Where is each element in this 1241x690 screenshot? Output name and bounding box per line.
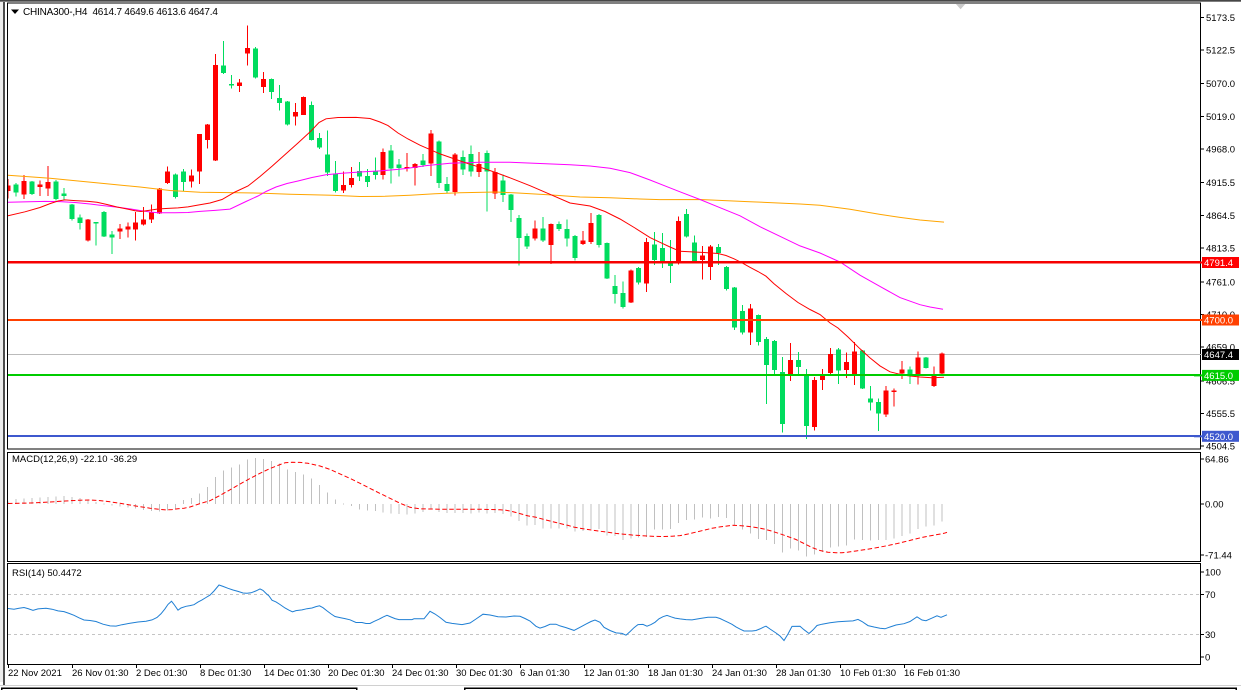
svg-text:4761.0: 4761.0	[1206, 277, 1235, 288]
svg-text:22 Nov 2021: 22 Nov 2021	[8, 668, 62, 679]
svg-text:6 Jan 01:30: 6 Jan 01:30	[520, 668, 570, 679]
svg-text:100: 100	[1205, 568, 1221, 579]
svg-text:4813.5: 4813.5	[1206, 244, 1235, 255]
svg-text:5019.0: 5019.0	[1206, 112, 1235, 123]
svg-text:10 Feb 01:30: 10 Feb 01:30	[840, 668, 896, 679]
svg-text:5122.5: 5122.5	[1206, 46, 1235, 57]
svg-text:30 Dec 01:30: 30 Dec 01:30	[456, 668, 513, 679]
svg-text:-71.44: -71.44	[1205, 551, 1232, 562]
svg-text:0: 0	[1205, 653, 1210, 664]
svg-text:26 Nov 01:30: 26 Nov 01:30	[72, 668, 129, 679]
svg-text:30: 30	[1205, 630, 1216, 641]
svg-text:4700.0: 4700.0	[1204, 316, 1233, 327]
svg-text:14 Dec 01:30: 14 Dec 01:30	[264, 668, 321, 679]
svg-text:MACD(12,26,9) -22.10 -36.29: MACD(12,26,9) -22.10 -36.29	[12, 454, 137, 465]
svg-text:4864.5: 4864.5	[1206, 211, 1235, 222]
svg-text:28 Jan 01:30: 28 Jan 01:30	[776, 668, 831, 679]
svg-text:18 Jan 01:30: 18 Jan 01:30	[648, 668, 703, 679]
svg-text:70: 70	[1205, 590, 1216, 601]
svg-text:12 Jan 01:30: 12 Jan 01:30	[584, 668, 639, 679]
svg-text:4915.5: 4915.5	[1206, 178, 1235, 189]
svg-text:20 Dec 01:30: 20 Dec 01:30	[328, 668, 385, 679]
svg-text:4968.0: 4968.0	[1206, 145, 1235, 156]
svg-text:5173.5: 5173.5	[1206, 13, 1235, 24]
svg-text:8 Dec 01:30: 8 Dec 01:30	[200, 668, 251, 679]
svg-text:0.00: 0.00	[1205, 500, 1224, 511]
svg-text:64.86: 64.86	[1205, 455, 1229, 466]
svg-text:24 Dec 01:30: 24 Dec 01:30	[392, 668, 449, 679]
svg-text:4647.4: 4647.4	[1204, 350, 1233, 361]
svg-text:RSI(14) 50.4472: RSI(14) 50.4472	[12, 568, 82, 579]
svg-text:4520.0: 4520.0	[1204, 432, 1233, 443]
svg-text:16 Feb 01:30: 16 Feb 01:30	[904, 668, 960, 679]
svg-text:4555.5: 4555.5	[1206, 409, 1235, 420]
svg-text:4791.4: 4791.4	[1204, 258, 1233, 269]
svg-text:24 Jan 01:30: 24 Jan 01:30	[712, 668, 767, 679]
svg-text:4615.0: 4615.0	[1204, 371, 1233, 382]
svg-text:5070.0: 5070.0	[1206, 79, 1235, 90]
svg-text:2 Dec 01:30: 2 Dec 01:30	[136, 668, 187, 679]
svg-text:4504.5: 4504.5	[1206, 442, 1235, 453]
svg-text:CHINA300-,H4 4614.7 4649.6 46: CHINA300-,H4 4614.7 4649.6 4613.6 4647.4	[23, 7, 218, 18]
svg-text:4606.5: 4606.5	[1206, 376, 1235, 387]
svg-text:4659.0: 4659.0	[1206, 343, 1235, 354]
